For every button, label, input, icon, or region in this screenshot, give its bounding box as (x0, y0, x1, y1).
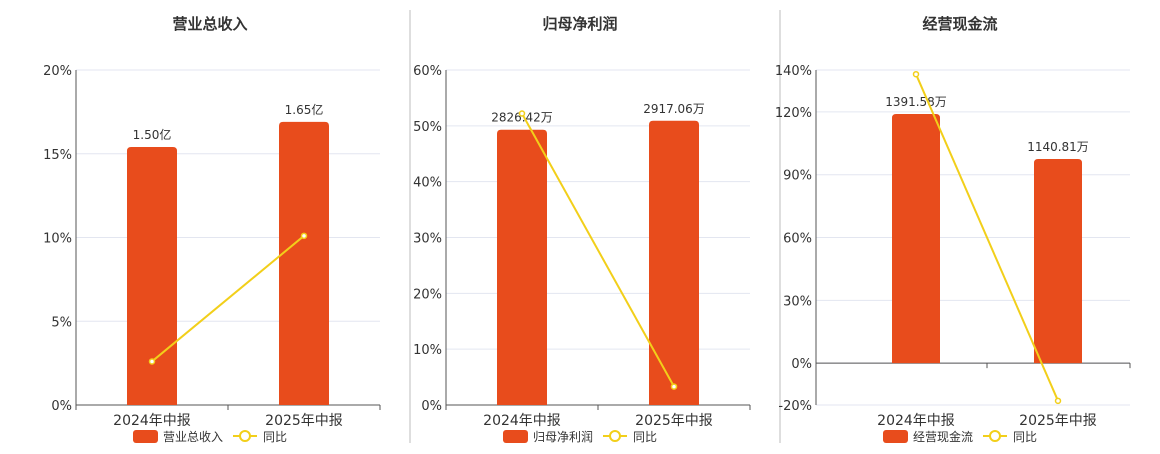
bar (649, 120, 699, 405)
legend-bar-swatch (883, 430, 908, 443)
bar-data-label: 1391.58万 (885, 95, 947, 109)
bar (1034, 158, 1082, 364)
yoy-point (148, 358, 156, 365)
y-tick-label: 120% (775, 106, 812, 121)
y-tick-label: 40% (413, 176, 442, 191)
legend-line-label: 同比 (1013, 430, 1037, 444)
legend-line-label: 同比 (633, 430, 657, 444)
bar-data-label: 2826.42万 (491, 111, 553, 125)
y-tick-label: 0% (791, 357, 812, 372)
legend-line-marker (989, 430, 1001, 442)
chart-title: 营业总收入 (172, 15, 247, 33)
x-tick-label: 2024年中报 (877, 413, 955, 429)
y-tick-label: 60% (413, 64, 442, 79)
y-tick-label: 60% (783, 232, 812, 247)
yoy-point (912, 70, 920, 78)
x-tick-label: 2024年中报 (483, 413, 561, 429)
yoy-point (670, 383, 678, 390)
x-tick-label: 2025年中报 (635, 413, 713, 429)
y-tick-label: -20% (778, 399, 812, 414)
yoy-point (518, 110, 526, 117)
y-tick-label: 30% (783, 294, 812, 309)
y-tick-label: 30% (413, 232, 442, 247)
legend-bar-label: 归母净利润 (533, 430, 593, 444)
y-tick-label: 50% (413, 120, 442, 135)
y-tick-label: 0% (51, 399, 72, 414)
bar (127, 147, 177, 406)
y-tick-label: 20% (43, 64, 72, 79)
bar (892, 113, 940, 364)
y-tick-label: 140% (775, 64, 812, 79)
x-tick-label: 2024年中报 (113, 413, 191, 429)
yoy-line (521, 113, 675, 388)
legend-line-label: 同比 (263, 430, 287, 444)
y-tick-label: 15% (43, 148, 72, 163)
bar (497, 129, 547, 405)
y-tick-label: 10% (413, 343, 442, 358)
legend-line-marker (239, 430, 251, 442)
legend-line-marker (609, 430, 621, 442)
bar (279, 121, 329, 406)
yoy-point (300, 232, 308, 240)
yoy-line (151, 235, 305, 363)
legend-bar-label: 营业总收入 (163, 430, 223, 444)
y-tick-label: 90% (783, 169, 812, 184)
legend-bar-swatch (133, 430, 158, 443)
y-tick-label: 10% (43, 232, 72, 247)
bar-data-label: 1.50亿 (133, 127, 172, 142)
chart-title: 经营现金流 (922, 15, 997, 33)
bar-data-label: 1.65亿 (285, 102, 324, 117)
y-tick-label: 0% (421, 399, 442, 414)
chart-title: 归母净利润 (542, 15, 617, 33)
yoy-line (915, 73, 1059, 402)
yoy-point (1054, 397, 1062, 405)
x-tick-label: 2025年中报 (265, 413, 343, 429)
bar-data-label: 1140.81万 (1027, 140, 1089, 154)
y-tick-label: 5% (51, 315, 72, 330)
legend-bar-swatch (503, 430, 528, 443)
y-tick-label: 20% (413, 287, 442, 302)
x-tick-label: 2025年中报 (1019, 413, 1097, 429)
legend-bar-label: 经营现金流 (913, 429, 973, 444)
bar-data-label: 2917.06万 (643, 102, 705, 116)
